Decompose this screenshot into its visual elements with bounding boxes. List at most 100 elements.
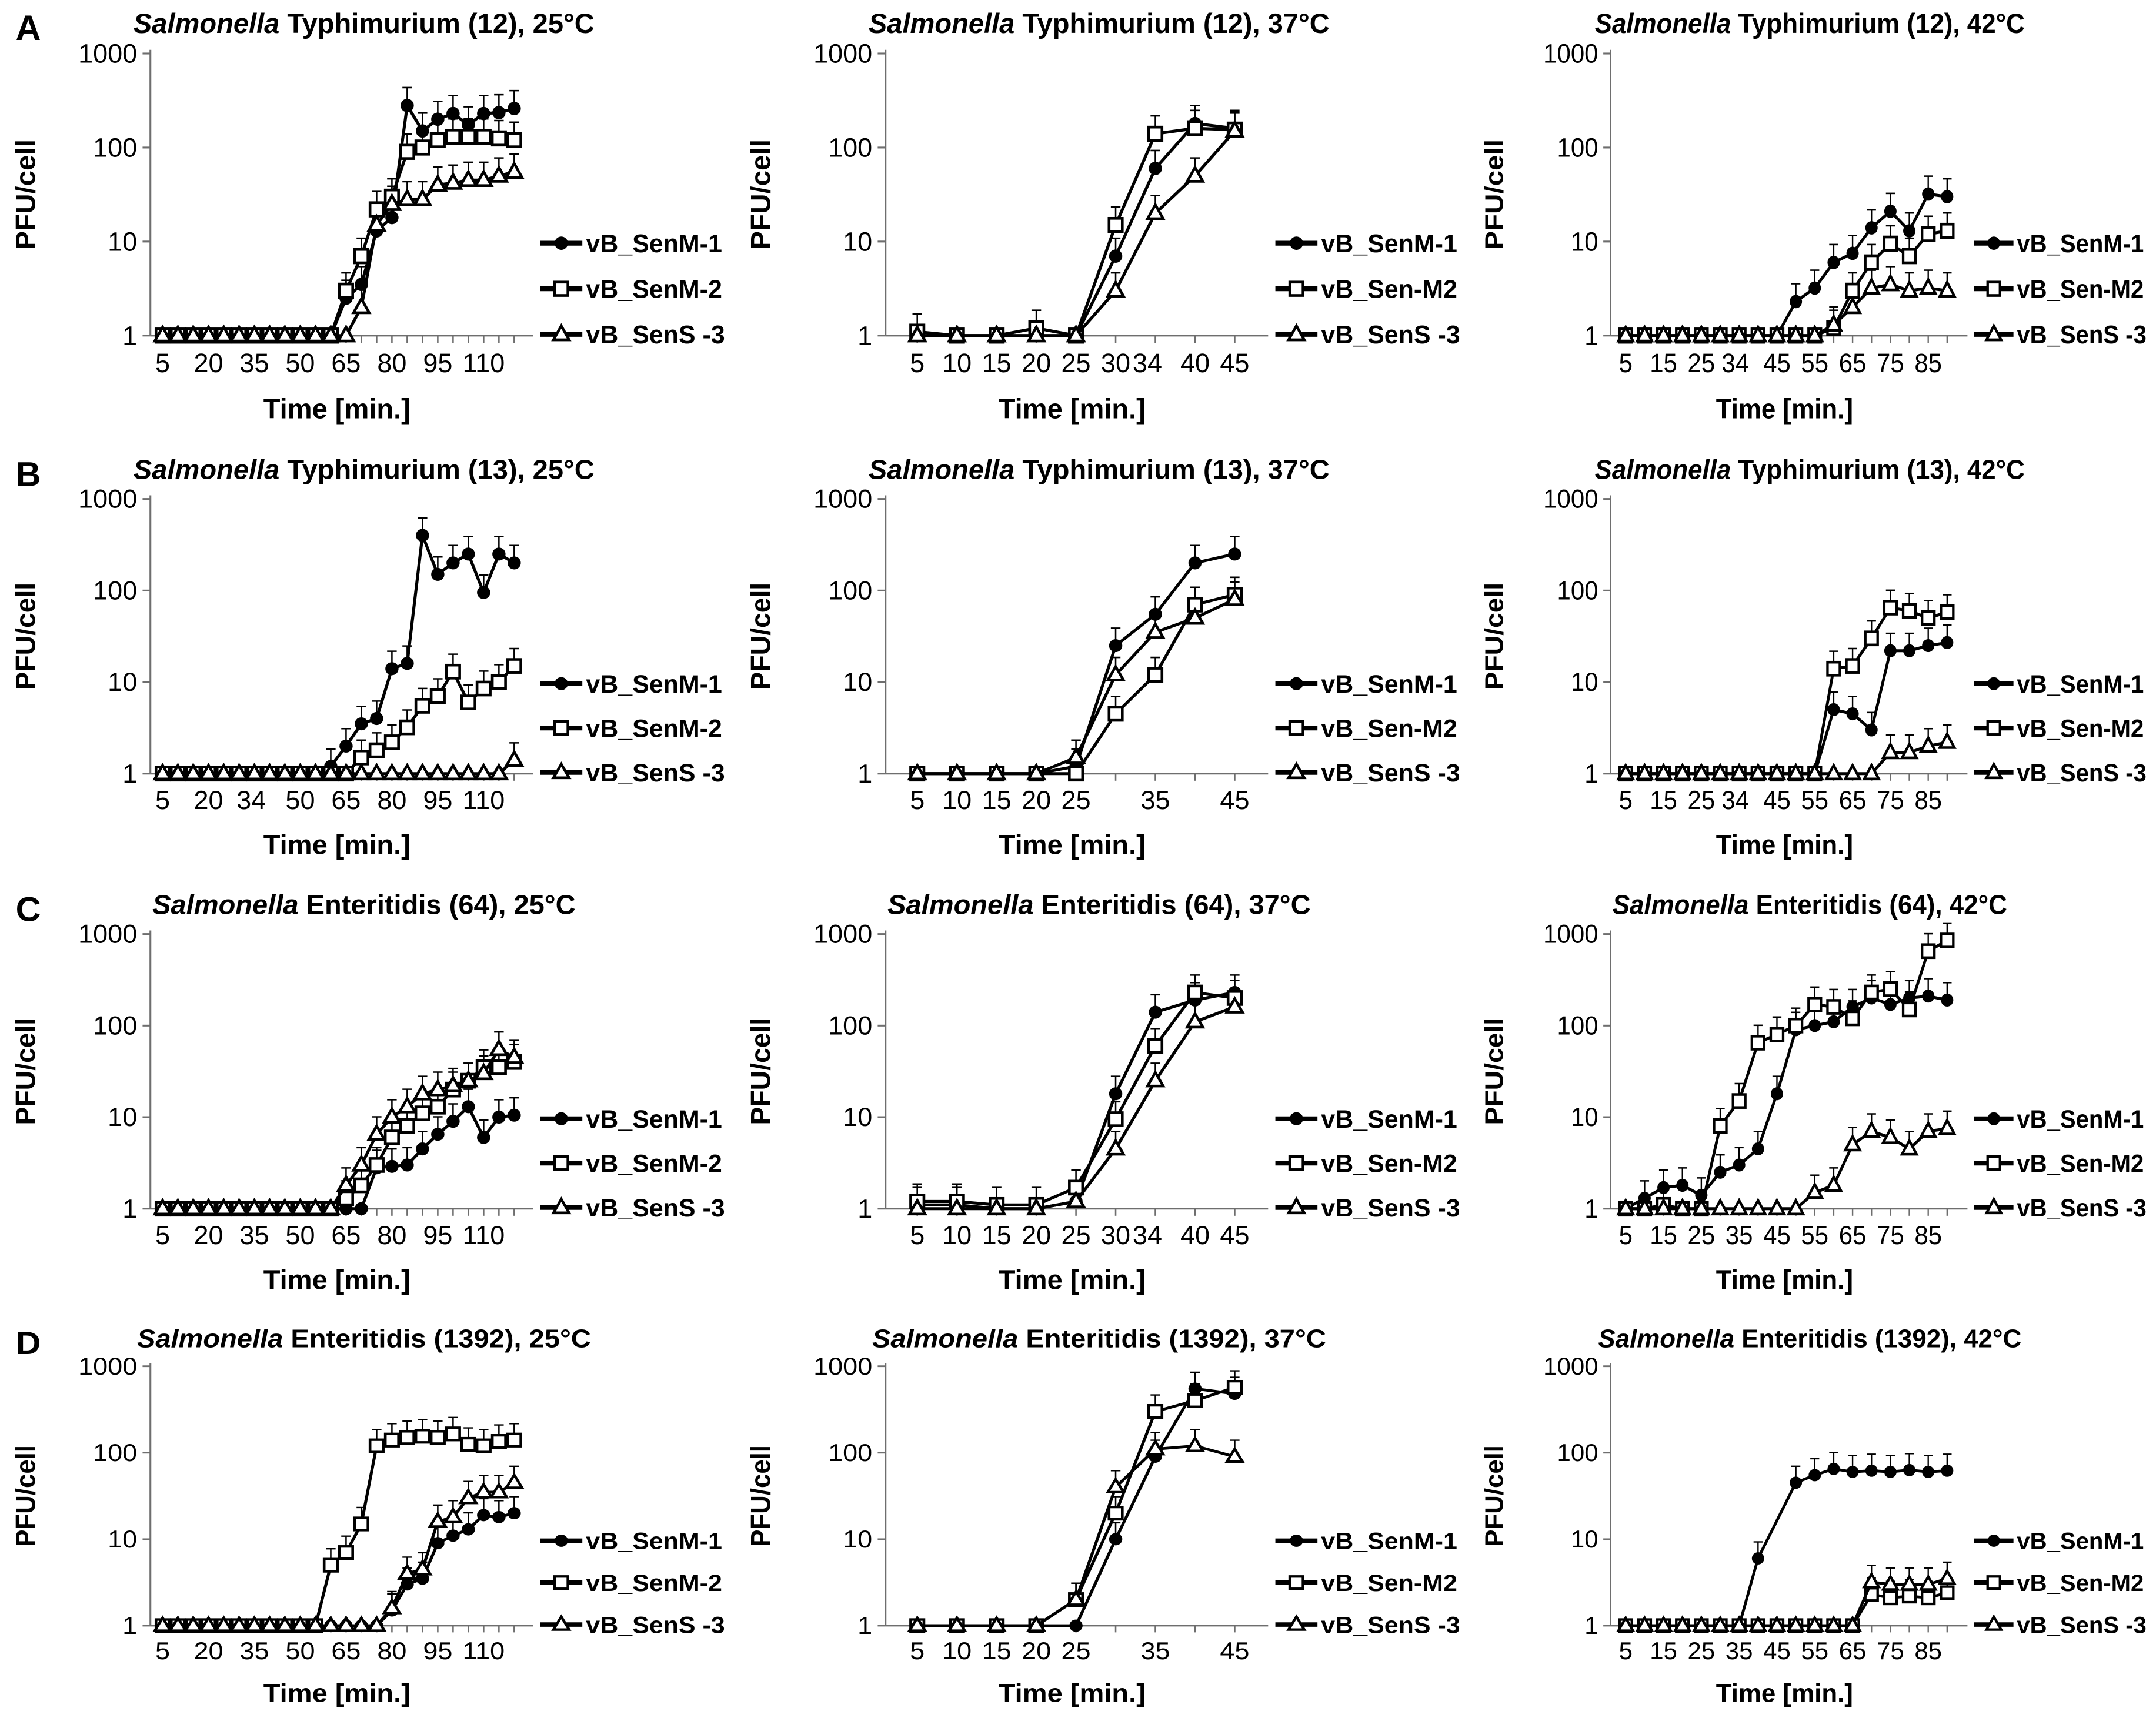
x-tick-label: 45 [1220, 348, 1249, 378]
series-marker-open-triangle [259, 324, 280, 343]
chart-panel-C-37C: 1 10 100 1000 5 10 15 20 25 30 34 40 45 Time [min.] PF… [745, 890, 1460, 1295]
series-marker-open-triangle [259, 1615, 280, 1632]
y-tick-label: 1000 [1543, 39, 1598, 69]
series-marker-open-triangle [1900, 741, 1919, 760]
legend-marker-filled-circle [1987, 1534, 2000, 1547]
series-marker-open-square [429, 1098, 446, 1115]
x-tick-label: 10 [942, 786, 972, 815]
series-marker-open-triangle [1635, 1615, 1654, 1632]
series-marker-filled-circle [1770, 1087, 1783, 1101]
legend-label: vB_Sen-M2 [2017, 1149, 2144, 1177]
series-line-vB_Sen-M2 [1626, 606, 1948, 776]
series-marker-open-square [1147, 667, 1164, 683]
legend-label: vB_SenM-1 [586, 1105, 722, 1134]
legend-label: vB_SenS -3 [2017, 320, 2146, 349]
legend-marker-open-triangle [1984, 1196, 2004, 1215]
series-marker-open-triangle [213, 1615, 234, 1632]
series-marker-open-triangle [1105, 279, 1126, 298]
legend-item: vB_SenM-1 [1974, 1105, 2144, 1133]
y-axis-label: PFU/cell [10, 1445, 41, 1547]
series-marker-open-triangle [1730, 1615, 1749, 1632]
legend-item: vB_Sen-M2 [1275, 275, 1457, 304]
legend-label: vB_SenM-2 [586, 1150, 722, 1178]
series-line-vB_SenS -3 [917, 130, 1236, 337]
series-marker-open-triangle [1937, 1568, 1957, 1585]
series-marker-open-triangle [244, 324, 265, 343]
series-marker-open-triangle [275, 1198, 295, 1216]
series-marker-open-triangle [428, 763, 448, 781]
series-marker-open-triangle [504, 1472, 525, 1489]
series-marker-filled-circle [1884, 644, 1897, 657]
series-marker-filled-circle [1941, 636, 1954, 649]
y-tick-label: 1000 [813, 485, 872, 514]
panel-B-42C: 1 10 100 1000 5 15 25 34 45 55 65 75 85 Time [min.] PF… [1470, 447, 2156, 882]
panel-title: Salmonella Enteritidis (64), 25°C [152, 890, 575, 920]
series-marker-open-square [353, 248, 369, 265]
series-marker-open-triangle [458, 1069, 479, 1088]
legend-marker-open-triangle [1286, 1614, 1307, 1631]
series-marker-open-triangle [443, 171, 463, 190]
series-marker-filled-circle [1109, 1533, 1123, 1546]
y-tick-label: 10 [843, 1103, 872, 1132]
series-marker-filled-circle [1751, 1142, 1764, 1156]
panel-title: Salmonella Typhimurium (12), 42°C [1595, 8, 2025, 39]
series-marker-open-triangle [1805, 1181, 1824, 1199]
legend-item: vB_SenM-2 [540, 275, 722, 304]
series-marker-open-triangle [1843, 1134, 1863, 1152]
series-marker-open-triangle [1673, 763, 1692, 781]
series-marker-open-triangle [275, 324, 295, 343]
chart-panel-D-37C: 1 10 100 1000 5 10 15 20 25 35 45 Time [min.] PFU/ce… [745, 1324, 1460, 1707]
series-marker-filled-circle [1941, 190, 1954, 203]
series-marker-open-triangle [1881, 1574, 1900, 1591]
y-tick-label: 10 [843, 668, 872, 697]
series-marker-open-triangle [986, 1615, 1007, 1632]
series-marker-filled-circle [1733, 1158, 1746, 1172]
series-marker-open-triangle [1824, 763, 1844, 781]
series-marker-open-triangle [183, 324, 203, 343]
series-marker-open-square [368, 742, 385, 758]
y-axis-label: PFU/cell [745, 1018, 776, 1125]
series-marker-open-square [383, 734, 400, 750]
series-marker-open-triangle [504, 161, 525, 179]
series-marker-open-square [1147, 1038, 1164, 1054]
series-marker-open-triangle [489, 763, 509, 781]
series-marker-open-triangle [1748, 1615, 1768, 1632]
y-tick-label: 1 [1584, 321, 1598, 351]
series-marker-open-square [1788, 1017, 1804, 1034]
legend-label: vB_SenS -3 [2017, 759, 2146, 787]
series-marker-filled-circle [492, 1510, 506, 1523]
y-tick-label: 1000 [813, 920, 872, 949]
series-marker-open-triangle [489, 164, 509, 183]
series-marker-open-triangle [473, 1062, 494, 1081]
series-marker-open-triangle [1691, 1615, 1711, 1632]
series-marker-open-square [399, 1118, 415, 1134]
y-tick-label: 10 [108, 1103, 137, 1132]
chart-panel-B-37C: 1 10 100 1000 5 10 15 20 25 35 45 Time [min.] PFU/ce… [745, 454, 1460, 860]
y-tick-label: 10 [843, 226, 872, 256]
series-line-vB_Sen-M2 [917, 126, 1235, 337]
series-marker-open-triangle [1805, 763, 1824, 781]
series-line-vB_SenM-1 [1625, 994, 1948, 1210]
x-tick-label: 20 [1022, 348, 1051, 378]
series-marker-open-triangle [1026, 1615, 1047, 1632]
series-marker-open-triangle [1767, 1615, 1787, 1632]
legend-marker-open-square [553, 1575, 569, 1590]
legend-item: vB_SenS -3 [1275, 759, 1460, 787]
series-marker-open-triangle [305, 763, 326, 781]
series-marker-open-triangle [183, 763, 203, 781]
series-marker-open-triangle [259, 1198, 280, 1216]
x-tick-label: 10 [942, 348, 972, 378]
series-marker-filled-circle [385, 662, 399, 676]
series-marker-open-triangle [428, 1078, 448, 1097]
y-tick-label: 1000 [1543, 1352, 1598, 1380]
series-marker-open-triangle [1616, 1198, 1636, 1216]
series-marker-open-triangle [213, 763, 234, 781]
series-marker-open-triangle [458, 1488, 479, 1505]
y-tick-label: 1 [1584, 1612, 1598, 1639]
legend-label: vB_SenM-1 [2017, 670, 2144, 698]
series-marker-open-triangle [321, 763, 341, 781]
y-tick-label: 100 [828, 1012, 872, 1041]
x-tick-label: 35 [1726, 1637, 1753, 1665]
series-marker-open-triangle [1900, 1574, 1919, 1591]
series-marker-filled-circle [1808, 1019, 1821, 1032]
